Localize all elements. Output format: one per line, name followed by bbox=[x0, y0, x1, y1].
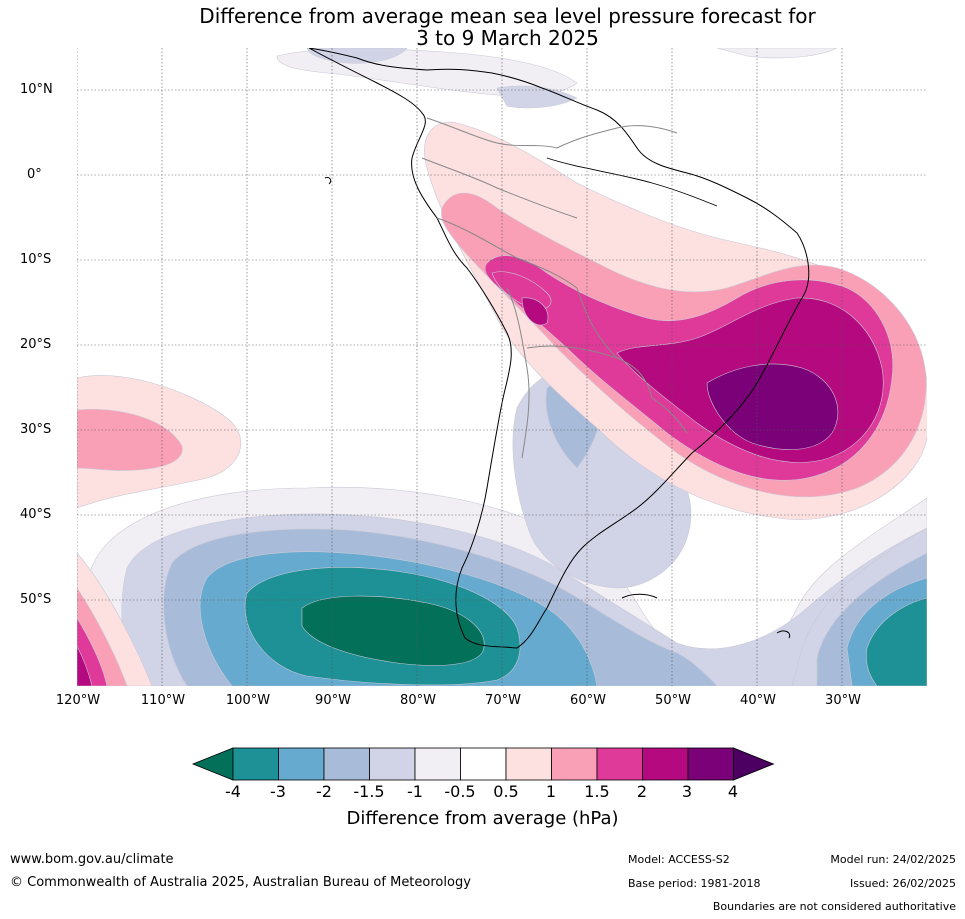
lat-label-50s: 50°S bbox=[20, 592, 52, 607]
graticule bbox=[77, 48, 927, 686]
copyright-notice: © Commonwealth of Australia 2025, Austra… bbox=[10, 875, 471, 890]
colorbar-tick-label: -1.5 bbox=[353, 782, 385, 801]
colorbar-tick-label: 1 bbox=[545, 782, 557, 801]
colorbar-swatch bbox=[278, 747, 325, 781]
colorbar-tick-label: -2 bbox=[316, 782, 332, 801]
lon-label-120w: 120°W bbox=[55, 693, 101, 708]
colorbar-swatch bbox=[551, 747, 598, 781]
lat-label-40s: 40°S bbox=[20, 507, 52, 522]
colorbar-tick-label: -1 bbox=[407, 782, 423, 801]
lon-label-110w: 110°W bbox=[140, 693, 186, 708]
colorbar-swatch bbox=[596, 747, 643, 781]
model-name: Model: ACCESS-S2 bbox=[628, 853, 730, 866]
colorbar-tick-label: 2 bbox=[636, 782, 648, 801]
coastline bbox=[308, 48, 810, 649]
colorbar-tick-label: -3 bbox=[270, 782, 286, 801]
negative-anomaly-southeast bbox=[791, 527, 927, 686]
country-borders bbox=[421, 117, 688, 459]
lon-label-80w: 80°W bbox=[400, 693, 436, 708]
colorbar-swatch bbox=[414, 747, 461, 781]
lat-label-equator: 0° bbox=[27, 167, 42, 182]
lon-label-70w: 70°W bbox=[485, 693, 521, 708]
website-link[interactable]: www.bom.gov.au/climate bbox=[10, 852, 174, 867]
lon-label-30w: 30°W bbox=[825, 693, 861, 708]
lon-label-100w: 100°W bbox=[225, 693, 271, 708]
model-run-date: Model run: 24/02/2025 bbox=[830, 853, 956, 866]
colorbar-swatch bbox=[505, 747, 552, 781]
colorbar-tick-label: -4 bbox=[225, 782, 241, 801]
positive-anomaly-southwest-corner bbox=[77, 552, 153, 686]
lat-label-10s: 10°S bbox=[20, 252, 52, 267]
colorbar-tick-label: 3 bbox=[681, 782, 693, 801]
colorbar-swatch bbox=[687, 747, 734, 781]
colorbar-tick-label: 1.5 bbox=[584, 782, 610, 801]
colorbar-tick-label: -0.5 bbox=[444, 782, 476, 801]
issued-date: Issued: 26/02/2025 bbox=[849, 877, 956, 890]
lat-label-30s: 30°S bbox=[20, 422, 52, 437]
boundaries-disclaimer: Boundaries are not considered authoritat… bbox=[712, 900, 956, 913]
positive-anomaly-pacific bbox=[77, 375, 242, 509]
lon-label-40w: 40°W bbox=[740, 693, 776, 708]
colorbar-extend-high bbox=[733, 747, 775, 781]
lon-label-60w: 60°W bbox=[570, 693, 606, 708]
colorbar-swatch bbox=[232, 747, 279, 781]
map-title-line-2: 3 to 9 March 2025 bbox=[416, 26, 599, 50]
colorbar bbox=[191, 747, 775, 781]
negative-anomaly-southwest bbox=[77, 486, 927, 686]
colorbar-swatch bbox=[369, 747, 416, 781]
lat-label-20s: 20°S bbox=[20, 337, 52, 352]
pressure-anomaly-map bbox=[77, 48, 927, 686]
base-period: Base period: 1981-2018 bbox=[628, 877, 761, 890]
colorbar-tick-label: 0.5 bbox=[493, 782, 519, 801]
colorbar-title: Difference from average (hPa) bbox=[346, 808, 619, 829]
lon-label-50w: 50°W bbox=[655, 693, 691, 708]
colorbar-swatch bbox=[460, 747, 507, 781]
lon-label-90w: 90°W bbox=[315, 693, 351, 708]
lat-label-10n: 10°N bbox=[20, 82, 53, 97]
colorbar-swatch bbox=[323, 747, 370, 781]
colorbar-swatch bbox=[642, 747, 689, 781]
map-title-line-1: Difference from average mean sea level p… bbox=[199, 4, 816, 28]
colorbar-extend-low bbox=[191, 747, 234, 781]
colorbar-tick-label: 4 bbox=[727, 782, 739, 801]
